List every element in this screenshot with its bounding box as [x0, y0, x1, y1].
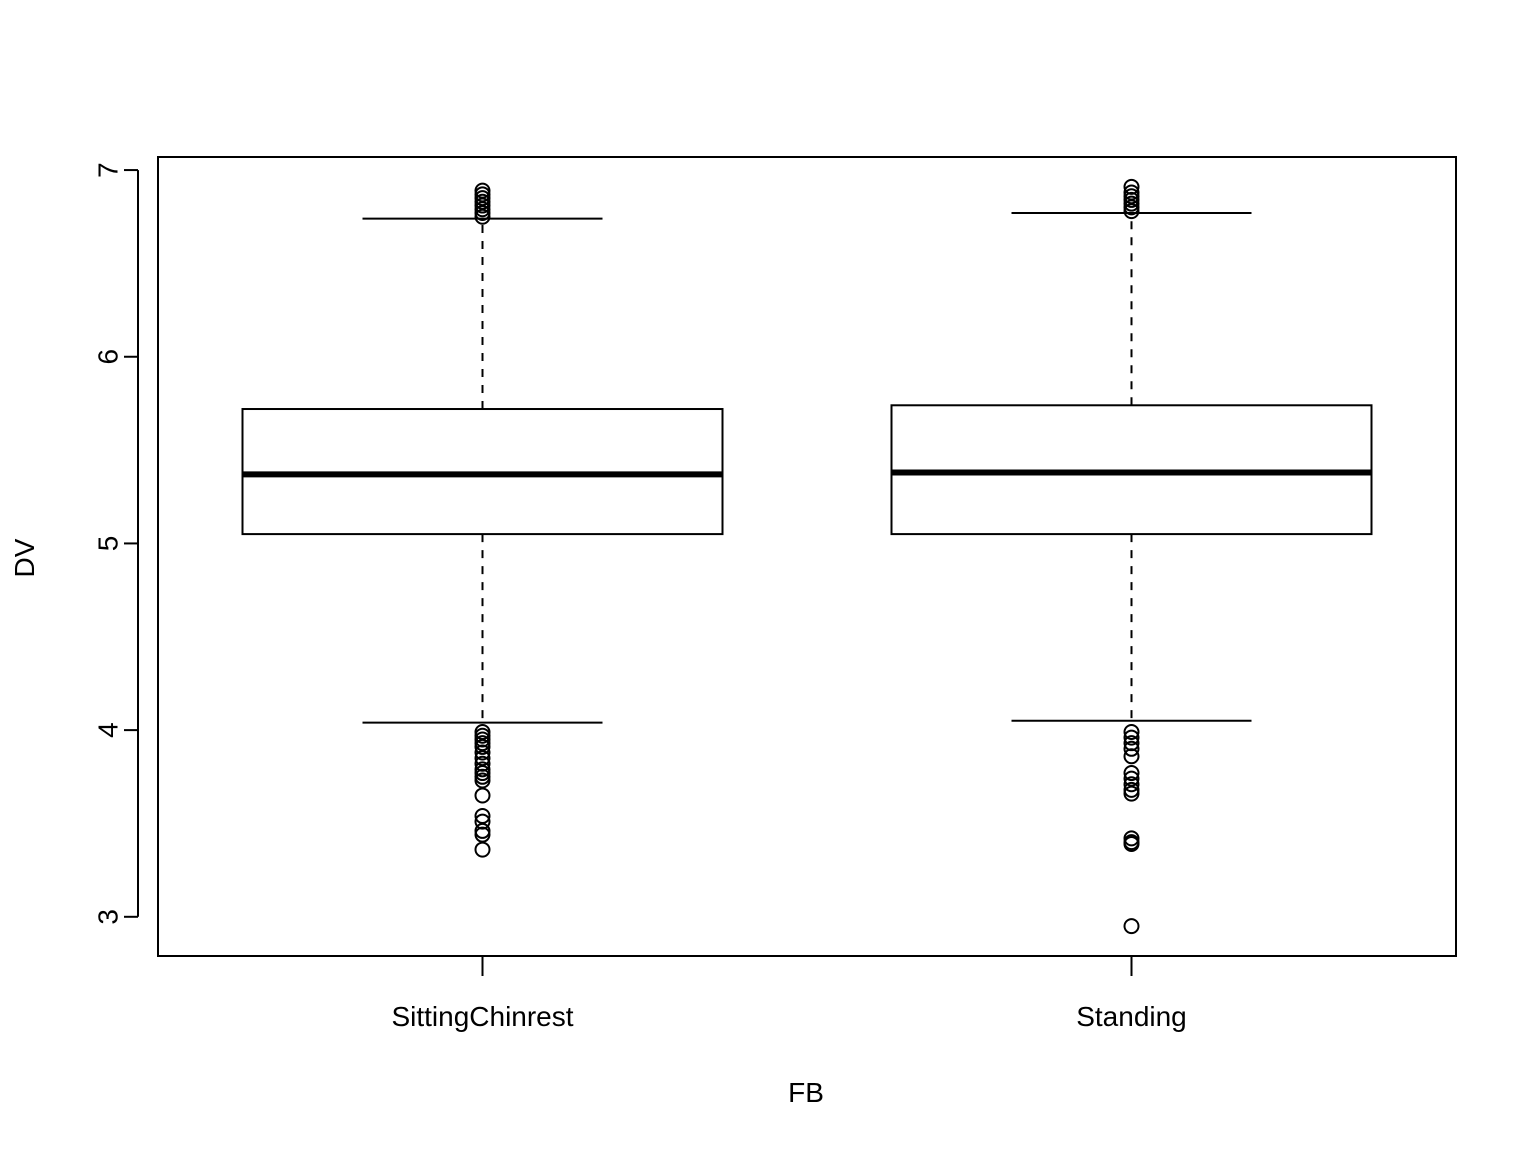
- y-tick-label: 6: [92, 349, 123, 365]
- x-tick-label: SittingChinrest: [391, 1001, 573, 1032]
- outlier-point: [1123, 776, 1140, 793]
- y-tick-label: 7: [92, 162, 123, 178]
- outlier-point: [1123, 729, 1140, 746]
- x-tick-label: Standing: [1076, 1001, 1187, 1032]
- x-axis: SittingChinrest Standing: [391, 956, 1187, 1032]
- outlier-point: [474, 208, 491, 225]
- box-standing: [890, 178, 1373, 935]
- outlier-point: [1123, 748, 1140, 765]
- box-sittingchinrest: [241, 182, 724, 858]
- outlier-point: [1123, 203, 1140, 220]
- outlier-point: [474, 841, 491, 858]
- outlier-point: [474, 738, 491, 755]
- y-axis-title: DV: [9, 538, 40, 577]
- outlier-point: [1123, 785, 1140, 802]
- outlier-point: [474, 787, 491, 804]
- plot-frame: [157, 156, 1457, 957]
- outlier-point: [1123, 723, 1140, 740]
- outlier-point: [1123, 918, 1140, 935]
- y-axis: 3 4 5 6 7: [92, 162, 139, 925]
- outlier-point: [1123, 765, 1140, 782]
- box-series: [241, 178, 1373, 935]
- y-tick-label: 3: [92, 909, 123, 925]
- y-tick-label: 4: [92, 722, 123, 738]
- y-tick-label: 5: [92, 536, 123, 552]
- outlier-point: [1123, 740, 1140, 757]
- outlier-point: [1123, 835, 1140, 852]
- x-axis-title: FB: [788, 1077, 824, 1108]
- outlier-point: [474, 744, 491, 761]
